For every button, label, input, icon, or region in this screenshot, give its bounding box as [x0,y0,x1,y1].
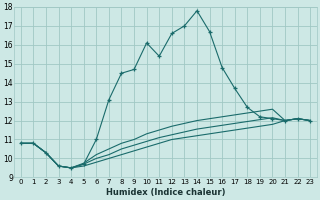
X-axis label: Humidex (Indice chaleur): Humidex (Indice chaleur) [106,188,225,197]
